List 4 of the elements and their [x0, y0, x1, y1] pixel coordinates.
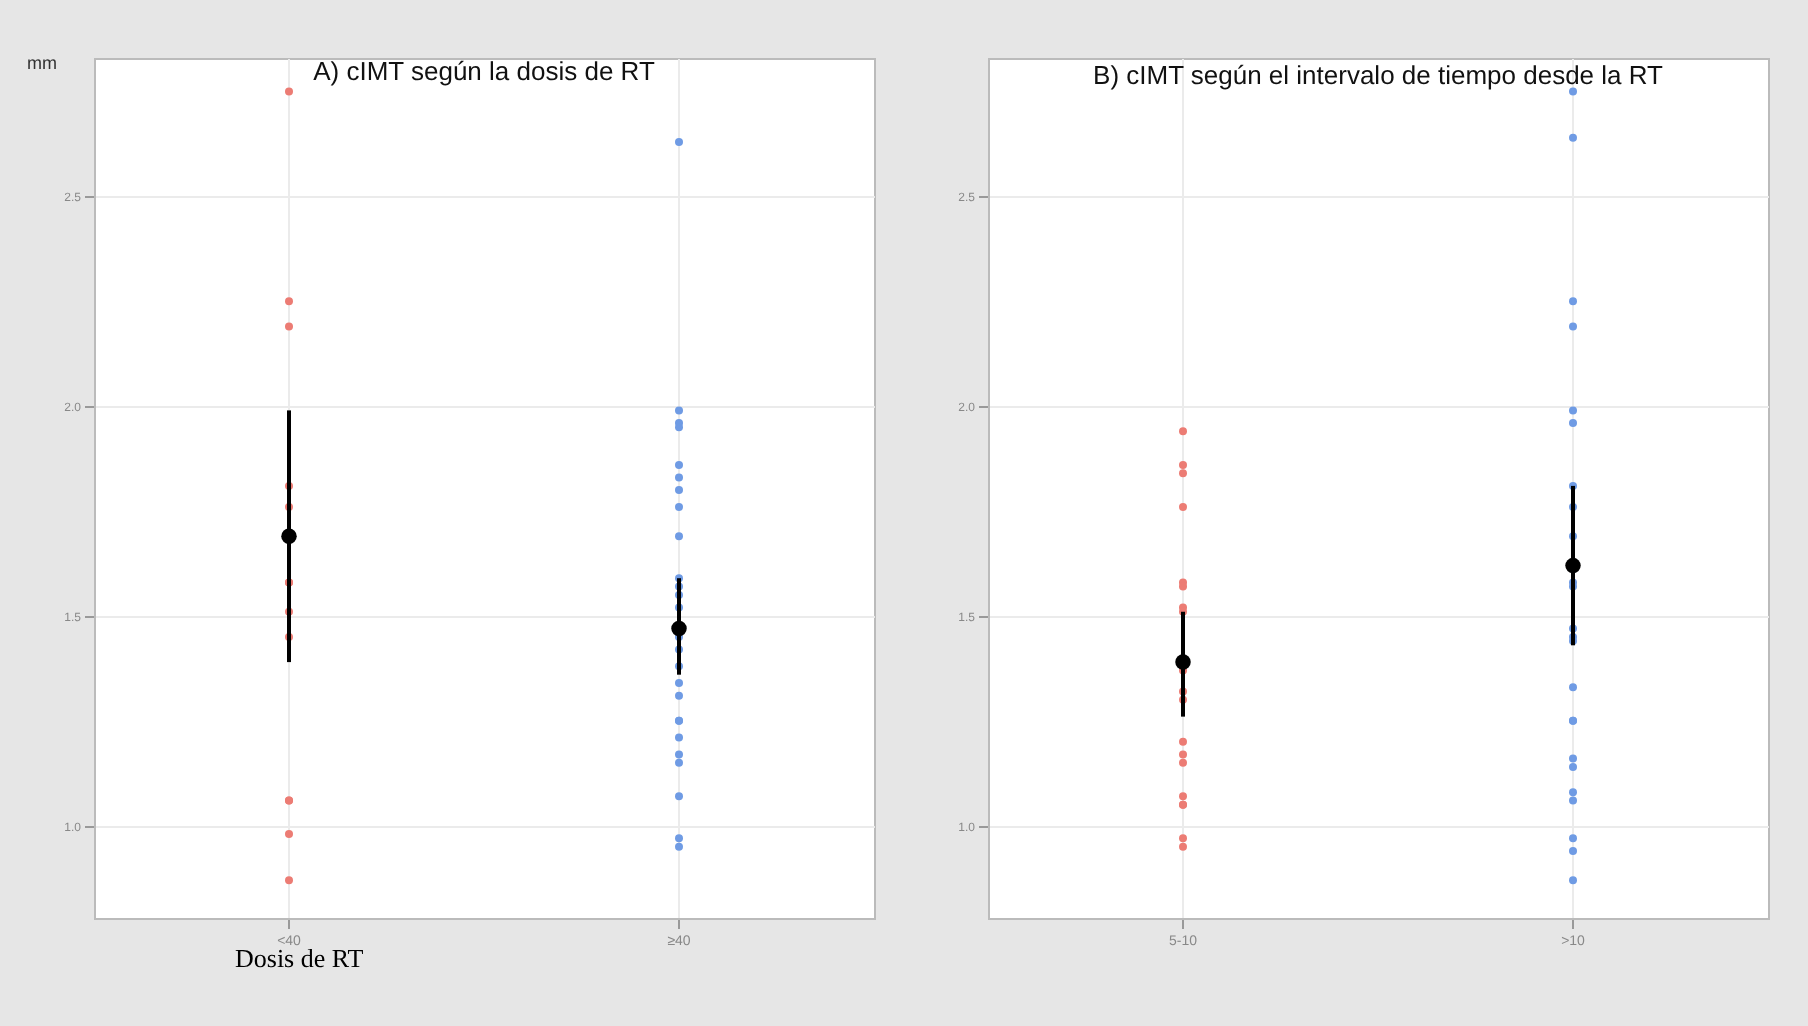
- chart-title: B) cIMT según el intervalo de tiempo desde la RT: [1093, 60, 1664, 90]
- x-axis-title: Dosis de RT: [235, 943, 364, 973]
- chart-title: A) cIMT según la dosis de RT: [313, 56, 655, 86]
- y-axis-title: mm: [27, 53, 57, 73]
